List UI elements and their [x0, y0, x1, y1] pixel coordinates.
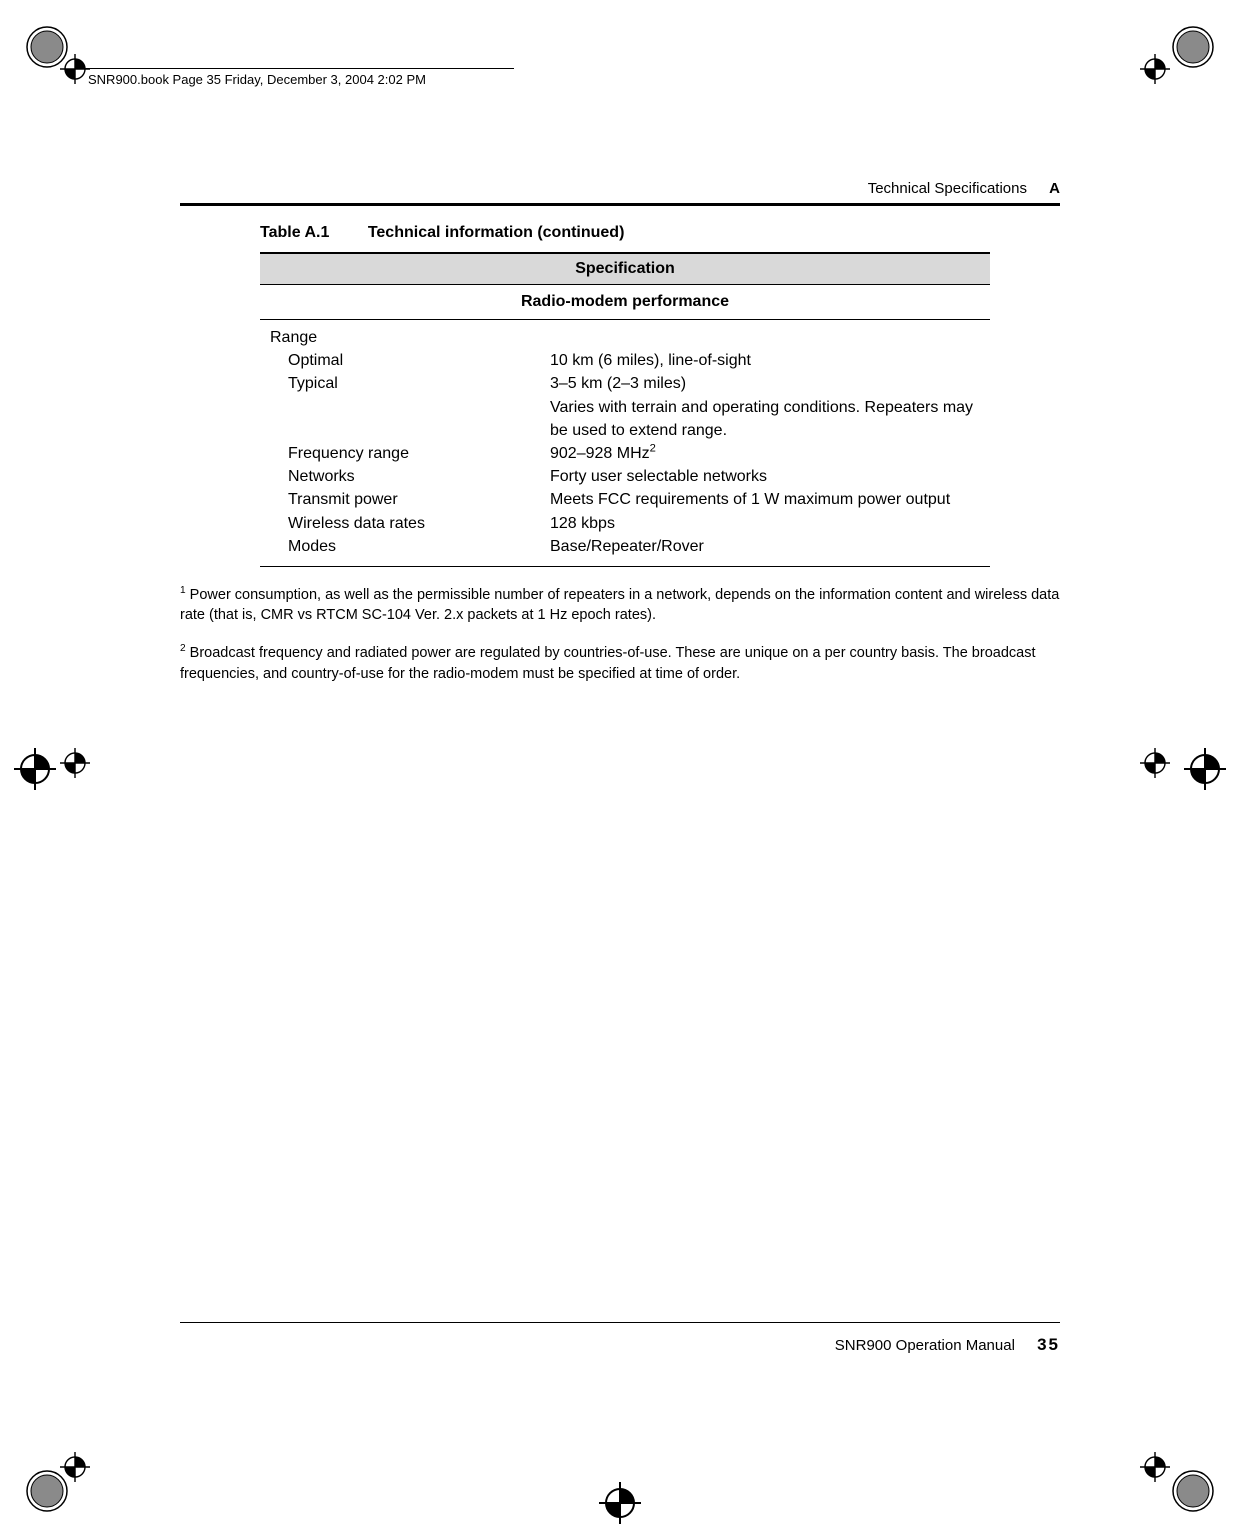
running-head-appendix: A [1049, 180, 1060, 197]
header-rule [84, 68, 514, 69]
crosshair-bottom-left [60, 1452, 90, 1482]
footnote-2: 2 Broadcast frequency and radiated power… [180, 643, 1060, 684]
table-row-value: Forty user selectable networks [550, 465, 980, 488]
footer-rule [180, 1322, 1060, 1323]
footer-page-number: 35 [1037, 1335, 1060, 1354]
table-row: Range [270, 326, 980, 349]
crosshair-header-right [1140, 54, 1170, 84]
footnote-2-text: Broadcast frequency and radiated power a… [180, 645, 1035, 681]
table-row-label: Frequency range [270, 442, 550, 465]
crosshair-header-left [60, 54, 90, 84]
head-rule [180, 203, 1060, 206]
table-row: Frequency range902–928 MHz2 [270, 442, 980, 465]
table-row-label: Modes [270, 535, 550, 558]
table-row: NetworksForty user selectable networks [270, 465, 980, 488]
table-row-label [270, 396, 550, 442]
table-row-value: 10 km (6 miles), line-of-sight [550, 349, 980, 372]
table-row: Wireless data rates128 kbps [270, 512, 980, 535]
table-row-value: 902–928 MHz2 [550, 442, 980, 465]
table-row-value [550, 326, 980, 349]
table-row: Typical3–5 km (2–3 miles) [270, 372, 980, 395]
table-row-label: Optimal [270, 349, 550, 372]
crosshair-bottom-right [1140, 1452, 1170, 1482]
footnote-1-text: Power consumption, as well as the permis… [180, 587, 1059, 623]
crosshair-right-2 [1140, 748, 1170, 778]
table-row-value: Base/Repeater/Rover [550, 535, 980, 558]
running-head: Technical Specifications A [180, 180, 1060, 197]
table-row-label: Networks [270, 465, 550, 488]
table-row: Transmit powerMeets FCC requirements of … [270, 488, 980, 511]
spec-table: Specification Radio-modem performance Ra… [260, 252, 990, 567]
crosshair-left [14, 748, 56, 790]
table-row: Optimal10 km (6 miles), line-of-sight [270, 349, 980, 372]
spec-table-body: RangeOptimal10 km (6 miles), line-of-sig… [260, 320, 990, 566]
table-row-label: Typical [270, 372, 550, 395]
table-row-value: 128 kbps [550, 512, 980, 535]
table-row: ModesBase/Repeater/Rover [270, 535, 980, 558]
table-caption-label: Table A.1 [260, 224, 329, 241]
crosshair-bottom [599, 1482, 641, 1524]
table-row-value: Meets FCC requirements of 1 W maximum po… [550, 488, 980, 511]
print-mark-bottom-right [1170, 1468, 1216, 1514]
table-row-value: 3–5 km (2–3 miles) [550, 372, 980, 395]
crosshair-left-2 [60, 748, 90, 778]
table-row-label: Transmit power [270, 488, 550, 511]
crosshair-right [1184, 748, 1226, 790]
table-row-label: Wireless data rates [270, 512, 550, 535]
spec-table-header: Specification [260, 254, 990, 285]
page-content: Technical Specifications A Table A.1 Tec… [180, 180, 1060, 684]
table-caption-text: Technical information (continued) [368, 224, 625, 241]
spec-table-subheader: Radio-modem performance [260, 285, 990, 320]
footer: SNR900 Operation Manual 35 [835, 1335, 1060, 1355]
framemaker-header: SNR900.book Page 35 Friday, December 3, … [88, 72, 426, 87]
print-mark-top-right [1170, 24, 1216, 70]
table-row-value: Varies with terrain and operating condit… [550, 396, 980, 442]
running-head-title: Technical Specifications [868, 180, 1027, 197]
table-caption: Table A.1 Technical information (continu… [260, 224, 1060, 242]
table-row: Varies with terrain and operating condit… [270, 396, 980, 442]
footnote-1: 1 Power consumption, as well as the perm… [180, 585, 1060, 626]
footer-manual-title: SNR900 Operation Manual [835, 1337, 1015, 1354]
table-row-label: Range [270, 326, 550, 349]
